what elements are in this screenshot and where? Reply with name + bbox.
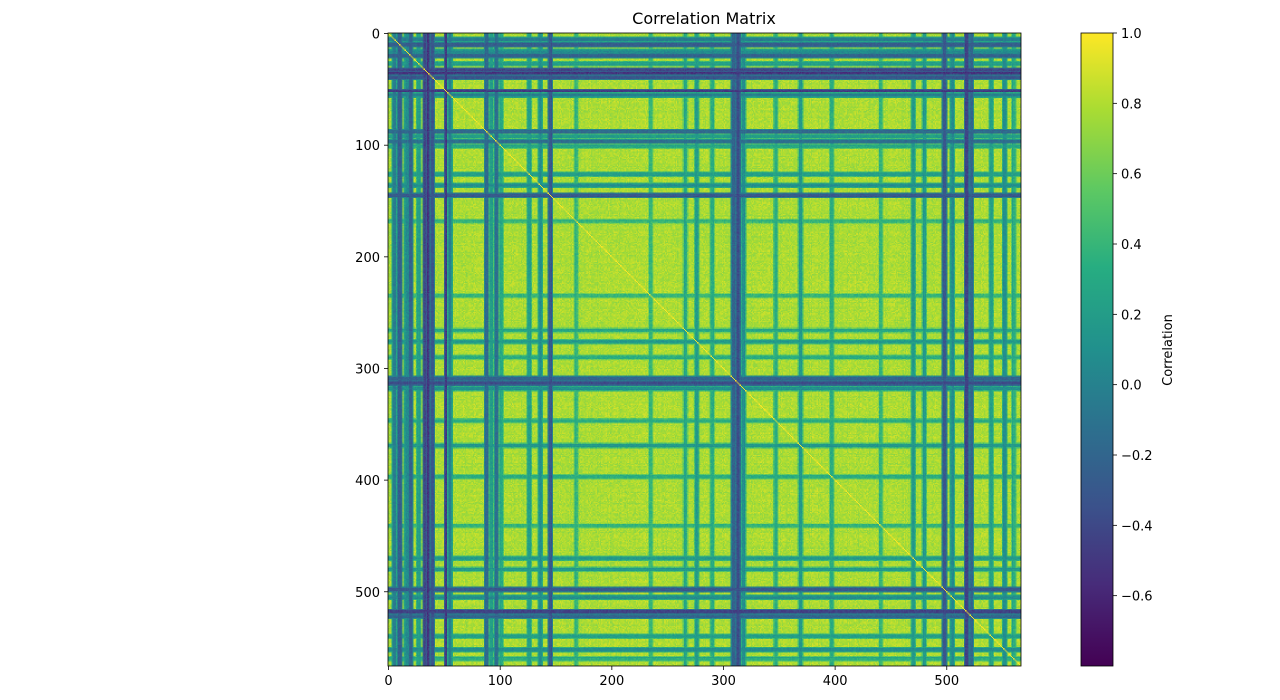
y-tick-label: 0 (372, 28, 380, 43)
x-axis: 0 100 200 300 400 500 (384, 666, 959, 689)
colorbar: 1.0 0.8 0.6 0.4 0.2 0.0 −0.2 −0.4 −0.6 Correlati… (1080, 27, 1176, 667)
colorbar-tick-label: 0.4 (1121, 238, 1142, 253)
y-tick-label: 100 (355, 139, 380, 154)
x-tick-label: 300 (711, 674, 736, 689)
colorbar-tick-label: −0.6 (1121, 590, 1153, 605)
colorbar-tick-label: −0.4 (1121, 519, 1153, 534)
colorbar-tick-label: 1.0 (1121, 27, 1142, 42)
x-tick-label: 200 (599, 674, 624, 689)
heatmap (387, 32, 1022, 667)
colorbar-tick-label: 0.2 (1121, 308, 1142, 323)
x-tick-label: 500 (934, 674, 959, 689)
x-tick-label: 400 (823, 674, 848, 689)
colorbar-tick-label: 0.6 (1121, 168, 1142, 183)
y-tick-label: 200 (355, 251, 380, 266)
heatmap-canvas (388, 33, 1021, 666)
colorbar-gradient (1080, 32, 1114, 667)
colorbar-tick-label: 0.8 (1121, 97, 1142, 112)
heatmap-frame (387, 32, 1022, 667)
colorbar-tick-label: −0.2 (1121, 449, 1153, 464)
y-axis: 0 100 200 300 400 500 (355, 28, 388, 601)
y-tick-label: 400 (355, 474, 380, 489)
x-tick-label: 100 (488, 674, 513, 689)
x-tick-label: 0 (384, 674, 392, 689)
chart-title: Correlation Matrix (632, 9, 776, 28)
heatmap-image-container (388, 33, 1021, 666)
colorbar-ticks: 1.0 0.8 0.6 0.4 0.2 0.0 −0.2 −0.4 −0.6 (1113, 27, 1153, 605)
y-tick-label: 500 (355, 586, 380, 601)
colorbar-tick-label: 0.0 (1121, 379, 1142, 394)
y-tick-label: 300 (355, 362, 380, 377)
colorbar-label: Correlation (1161, 314, 1176, 386)
